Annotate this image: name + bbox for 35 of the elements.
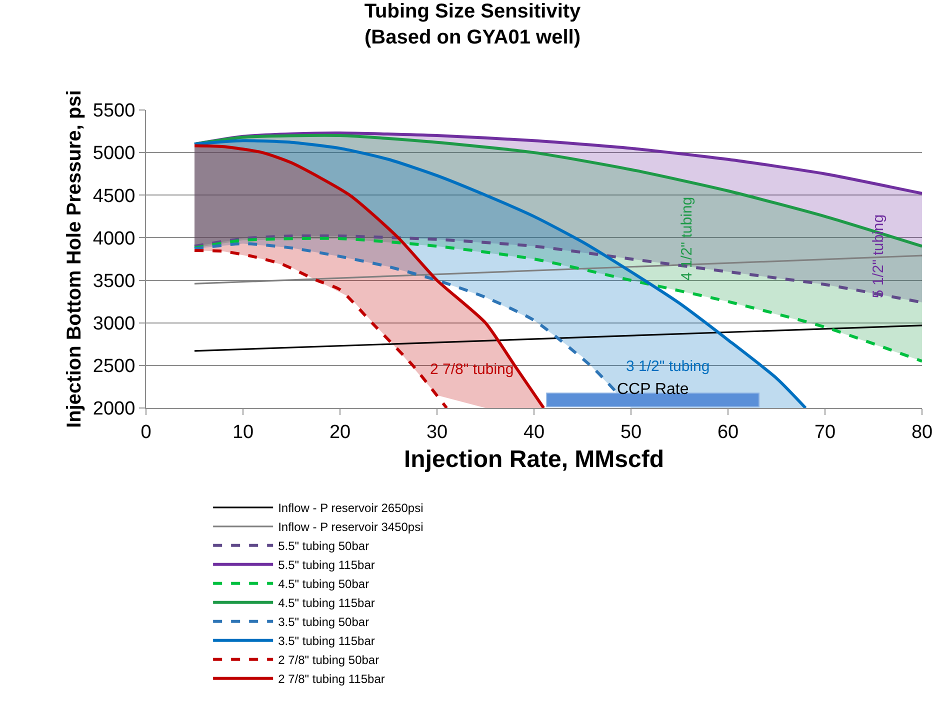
x-tick-label: 70 <box>814 422 836 443</box>
y-axis-title: Injection Bottom Hole Pressure, psi <box>63 90 86 428</box>
y-tick-label: 2500 <box>92 356 136 378</box>
annotation: 2 7/8" tubing <box>430 361 514 378</box>
legend-label: 5.5" tubing 50bar <box>278 539 370 554</box>
band-label: CCP Rate <box>617 381 689 398</box>
legend-label: 3.5" tubing 50bar <box>278 615 370 630</box>
y-tick-label: 3500 <box>92 270 136 292</box>
annotation: 5 1/2" tubing <box>870 214 888 298</box>
legend-label: 4.5" tubing 115bar <box>278 596 375 610</box>
legend-label: 5.5" tubing 115bar <box>278 558 375 572</box>
x-tick-label: 80 <box>911 422 933 443</box>
y-tick-label: 5000 <box>92 143 136 164</box>
x-tick-label: 30 <box>426 422 448 443</box>
legend-label: 3.5" tubing 115bar <box>278 634 375 648</box>
x-tick-label: 20 <box>329 422 351 443</box>
legend-label: Inflow - P reservoir 2650psi <box>278 501 424 516</box>
annotation: 3 1/2" tubing <box>626 358 710 375</box>
x-tick-label: 40 <box>523 422 545 443</box>
x-tick-label: 10 <box>232 422 254 443</box>
legend-label: 2 7/8" tubing 50bar <box>278 653 380 668</box>
annotation: 4 1/2" tubing <box>678 196 696 281</box>
y-tick-label: 4500 <box>92 186 136 207</box>
y-tick-label: 5500 <box>92 100 136 122</box>
x-axis-title: Injection Rate, MMscfd <box>404 446 664 474</box>
y-tick-label: 2000 <box>92 398 136 420</box>
chart-title: Tubing Size Sensitivity (Based on GYA01 well) <box>364 0 582 49</box>
legend-label: Inflow - P reservoir 3450psi <box>278 520 424 534</box>
legend-label: 2 7/8" tubing 115bar <box>278 672 385 686</box>
x-tick-label: 60 <box>717 422 739 443</box>
y-tick-label: 4000 <box>92 228 136 250</box>
x-tick-label: 0 <box>140 422 152 443</box>
legend-label: 4.5" tubing 50bar <box>278 577 370 592</box>
y-tick-label: 3000 <box>92 314 136 335</box>
x-tick-label: 50 <box>620 422 642 443</box>
